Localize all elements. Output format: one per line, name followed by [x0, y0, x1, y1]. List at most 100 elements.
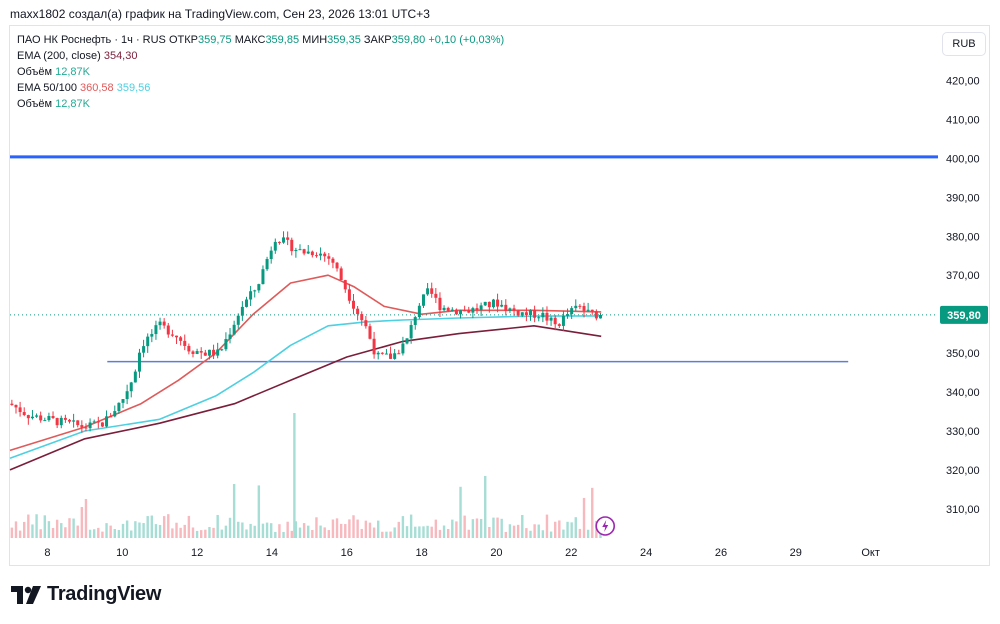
- candle: [282, 237, 286, 243]
- volume-row: Объём 12,87K: [17, 64, 504, 80]
- candle: [331, 258, 335, 263]
- candle: [343, 280, 347, 290]
- volume-bar: [10, 527, 14, 538]
- candle: [504, 304, 508, 311]
- volume2-label[interactable]: Объём: [17, 98, 53, 110]
- candle: [203, 352, 207, 356]
- volume-bar: [220, 529, 223, 538]
- volume-bar: [31, 524, 34, 538]
- candle: [598, 314, 602, 319]
- volume2-row: Объём 12,87K: [17, 96, 504, 112]
- volume-bar: [438, 529, 442, 538]
- candle: [22, 412, 26, 416]
- candle: [117, 402, 121, 412]
- volume-bar: [261, 523, 265, 538]
- volume-bar: [51, 527, 55, 538]
- symbol-title[interactable]: ПАО НК Роснефть · 1ч · RUS: [17, 34, 166, 46]
- candle: [529, 309, 533, 316]
- currency-button[interactable]: RUB: [942, 32, 986, 56]
- candle: [512, 308, 516, 311]
- candle: [10, 403, 14, 405]
- candle: [450, 309, 454, 311]
- candle: [84, 427, 88, 429]
- volume-bar: [558, 520, 561, 538]
- volume-bar: [331, 519, 335, 538]
- candle: [393, 353, 397, 359]
- volume-bar: [446, 528, 450, 538]
- candle: [302, 249, 306, 254]
- volume-label[interactable]: Объём: [17, 66, 53, 78]
- volume-bar: [278, 524, 281, 538]
- volume-bar: [426, 525, 429, 538]
- volume-bar: [512, 525, 516, 538]
- candle: [335, 262, 339, 269]
- volume-bar: [533, 524, 536, 538]
- candle: [162, 321, 166, 326]
- volume-bar: [549, 531, 553, 538]
- volume-bar: [60, 523, 63, 538]
- ema50-100-label[interactable]: EMA 50/100: [17, 82, 77, 94]
- volume-bar: [356, 519, 359, 538]
- y-tick-label: 320,00: [946, 465, 980, 477]
- volume-bar: [167, 514, 170, 538]
- candle: [368, 326, 372, 339]
- volume-bar: [430, 526, 433, 538]
- volume-bar: [138, 522, 141, 538]
- candle: [14, 404, 18, 408]
- x-tick-label: Окт: [861, 547, 880, 559]
- volume-bar: [195, 530, 199, 538]
- ema100-value: 359,56: [116, 82, 151, 94]
- candle: [590, 309, 594, 312]
- price-scale: 430,00420,00410,00400,00390,00380,00370,…: [44, 37, 979, 559]
- volume-bar: [97, 527, 100, 538]
- chart-frame: [9, 25, 990, 566]
- volume-bar: [88, 529, 92, 538]
- volume-bar: [162, 516, 166, 538]
- volume-bar: [475, 518, 479, 538]
- candle: [496, 299, 500, 307]
- candle: [277, 241, 281, 243]
- ema200-value: 354,30: [103, 50, 138, 62]
- y-tick-label: 370,00: [946, 270, 980, 282]
- volume-bar: [200, 530, 203, 538]
- tradingview-logo[interactable]: TradingView: [11, 583, 161, 606]
- volume-bar: [397, 521, 400, 538]
- volume-bar: [339, 523, 343, 538]
- volume-bar: [208, 526, 211, 538]
- candle: [133, 371, 137, 383]
- candle: [582, 305, 586, 311]
- candle: [421, 294, 425, 306]
- candle: [438, 297, 442, 311]
- volume-bar: [344, 524, 347, 538]
- volume-bar: [335, 518, 339, 538]
- volume-bar: [360, 528, 363, 538]
- labels-layer: 359,80: [595, 305, 988, 536]
- candle: [261, 269, 265, 285]
- y-tick-label: 400,00: [946, 153, 980, 165]
- volume-bar: [154, 524, 158, 538]
- volume-bar: [212, 527, 215, 538]
- candle: [166, 325, 170, 335]
- candle: [158, 321, 162, 326]
- candle: [533, 309, 537, 318]
- volume-bar: [146, 516, 149, 538]
- volume-bar: [47, 521, 51, 538]
- candle: [413, 317, 417, 325]
- volume-bar: [109, 525, 112, 538]
- volume-bar: [237, 521, 240, 538]
- candle: [216, 349, 220, 356]
- candle: [88, 422, 92, 429]
- candle: [129, 382, 133, 392]
- volume-bar: [385, 531, 388, 538]
- candle: [121, 399, 125, 403]
- volume-bar: [175, 522, 178, 538]
- ema200-label[interactable]: EMA (200, close): [17, 50, 101, 62]
- candle: [397, 353, 401, 355]
- candle: [199, 351, 203, 353]
- volume-bar: [298, 527, 302, 538]
- y-tick-label: 340,00: [946, 387, 980, 399]
- candle: [240, 306, 244, 316]
- candle: [467, 310, 471, 313]
- volume-bar: [393, 527, 396, 538]
